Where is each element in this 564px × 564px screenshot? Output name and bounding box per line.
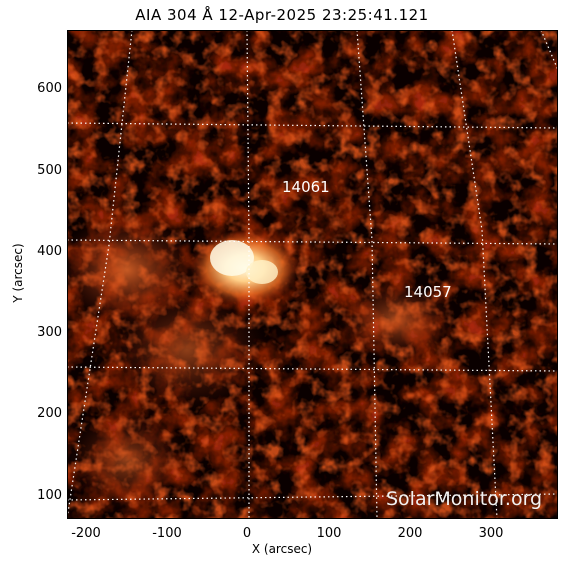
y-tick-label: 300	[37, 325, 62, 340]
y-tick-label: 500	[37, 163, 62, 178]
region-label-14061: 14061	[282, 178, 330, 196]
y-tick-label: 400	[37, 244, 62, 259]
y-tick-label: 100	[37, 488, 62, 503]
x-tick-label: 200	[397, 526, 423, 541]
coordinate-grid	[67, 30, 558, 519]
x-tick-label: -200	[71, 526, 101, 541]
x-tick-label: -100	[152, 526, 182, 541]
watermark: SolarMonitor.org	[386, 488, 543, 510]
x-axis-label: X (arcsec)	[251, 542, 313, 556]
x-tick-label: 100	[316, 526, 342, 541]
sun-emission-map	[67, 30, 558, 519]
x-tick-label: 0	[242, 526, 252, 541]
y-tick-label: 200	[37, 406, 62, 421]
y-axis-label: Y (arcsec)	[11, 243, 25, 303]
region-label-14057: 14057	[404, 283, 452, 301]
solar-image	[67, 30, 558, 519]
image-title: AIA 304 Å 12-Apr-2025 23:25:41.121	[135, 6, 429, 24]
x-tick-label: 300	[478, 526, 504, 541]
y-tick-label: 600	[37, 81, 62, 96]
